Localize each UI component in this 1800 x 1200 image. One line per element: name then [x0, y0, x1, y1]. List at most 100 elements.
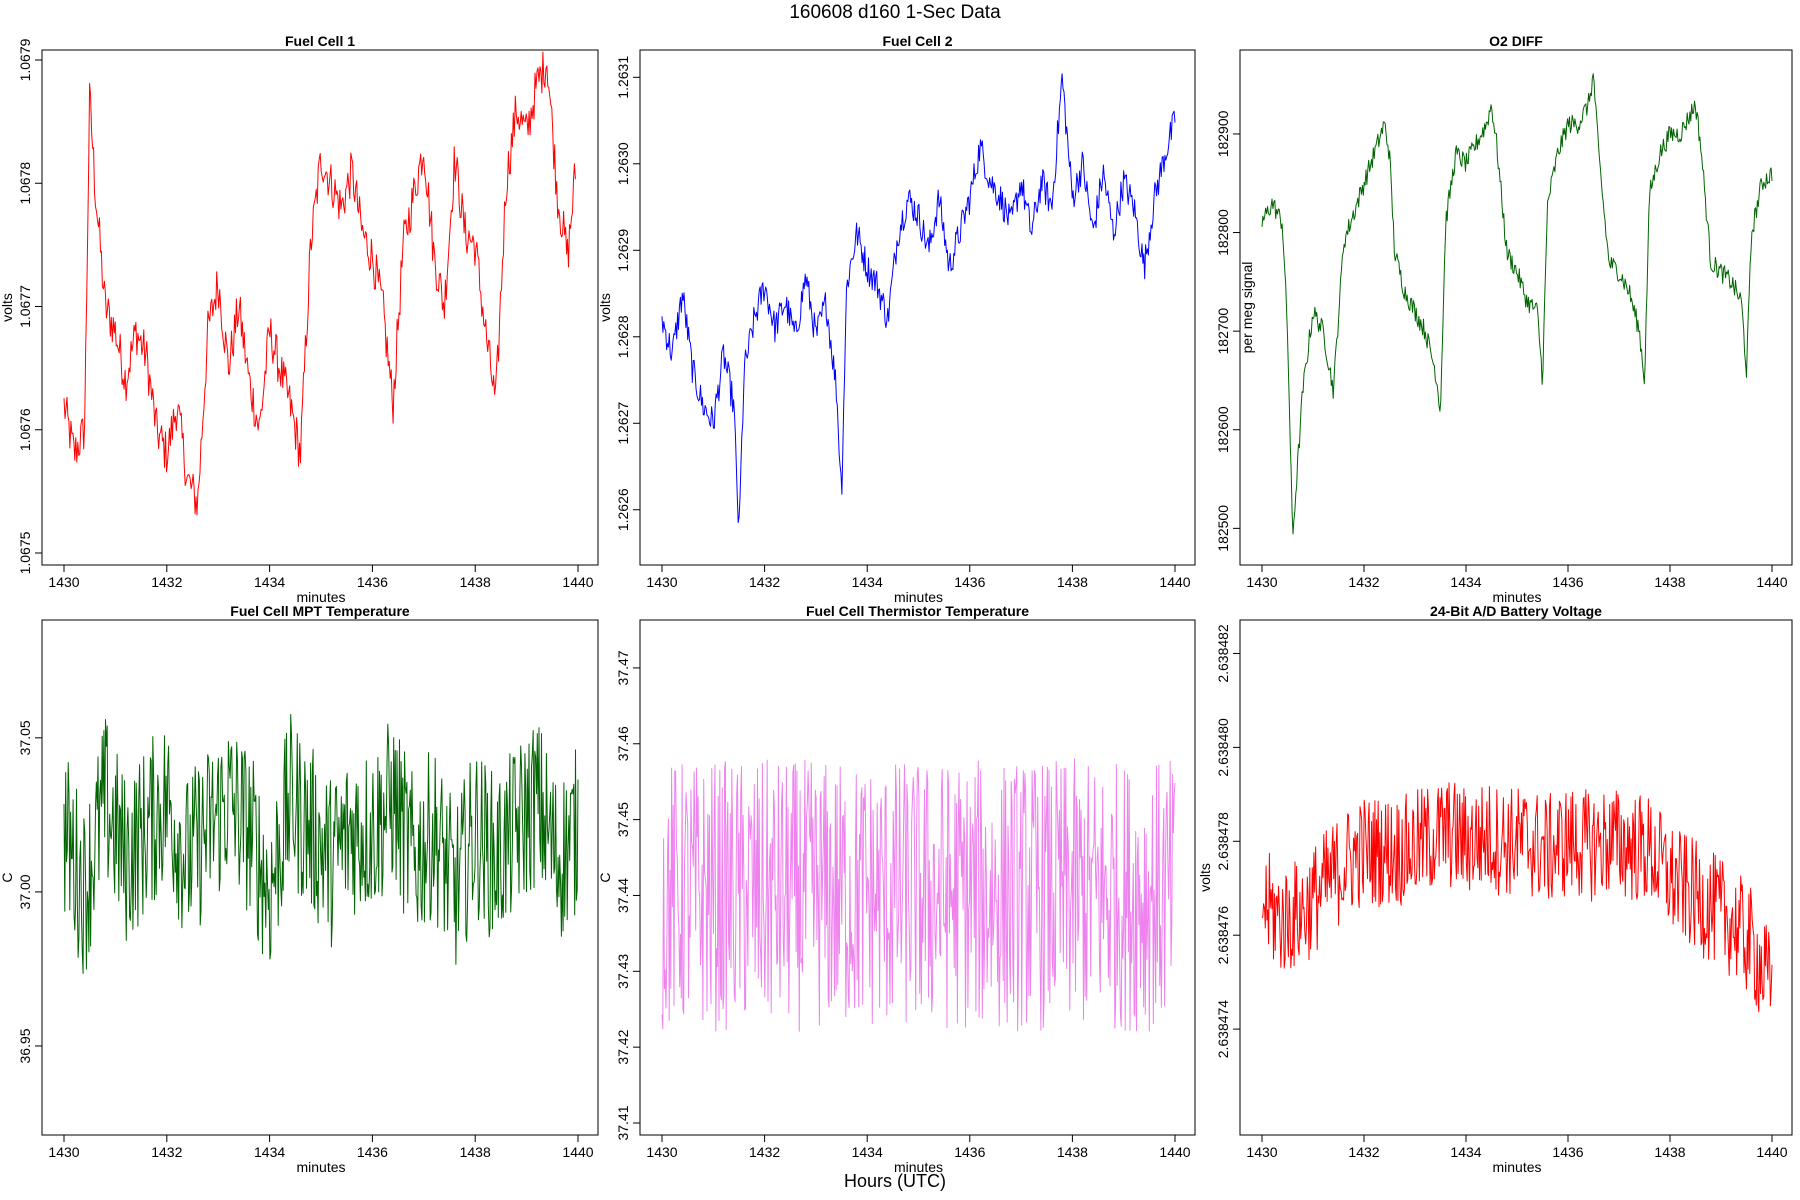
- x-tick-label: 1434: [852, 1144, 883, 1160]
- panel-title: Fuel Cell 1: [285, 33, 355, 49]
- panel-frame: [639, 49, 1196, 566]
- x-tick-label: 1430: [48, 1144, 79, 1160]
- y-tick-label: 1.2626: [615, 488, 631, 531]
- x-tick-label: 1434: [254, 1144, 285, 1160]
- x-tick-label: 1440: [1159, 1144, 1190, 1160]
- x-tick-label: 1440: [562, 574, 593, 590]
- y-tick-label: 182900: [1215, 110, 1231, 157]
- series-line: [63, 51, 576, 516]
- x-tick-label: 1430: [646, 574, 677, 590]
- y-tick-label: 182700: [1215, 308, 1231, 355]
- panel-5: Fuel Cell Thermistor Temperature 1430 1432…: [597, 603, 1196, 1175]
- panel-frame: [41, 49, 599, 566]
- x-tick-label: 1436: [1552, 574, 1583, 590]
- y-axis-label: C: [597, 872, 613, 882]
- x-tick-label: 1432: [1348, 1144, 1379, 1160]
- x-tick-label: 1434: [852, 574, 883, 590]
- y-tick-label: 2.638482: [1215, 624, 1231, 683]
- y-tick-label: 1.0676: [17, 408, 33, 451]
- x-tick-label: 1440: [1756, 574, 1787, 590]
- y-tick-label: 2.638474: [1215, 1000, 1231, 1059]
- y-tick-label: 2.638480: [1215, 718, 1231, 777]
- x-tick-label: 1436: [954, 574, 985, 590]
- x-axis-label: minutes: [1492, 589, 1541, 605]
- y-tick-label: 37.42: [615, 1029, 631, 1064]
- y-axis-label: volts: [597, 293, 613, 322]
- panel-6: 24-Bit A/D Battery Voltage 1430 1432 1434 14…: [1197, 603, 1793, 1175]
- x-tick-label: 1438: [1654, 1144, 1685, 1160]
- panel-title: Fuel Cell Thermistor Temperature: [806, 603, 1029, 619]
- panel-3: O2 DIFF 1430 1432 1434 1436 1438 1440 minutes 18…: [1215, 33, 1793, 605]
- x-tick-label: 1436: [1552, 1144, 1583, 1160]
- x-tick-label: 1440: [562, 1144, 593, 1160]
- x-axis-label: minutes: [894, 1159, 943, 1175]
- y-tick-label: 2.638476: [1215, 906, 1231, 965]
- x-axis-label: minutes: [1492, 1159, 1541, 1175]
- panel-4: Fuel Cell MPT Temperature 1430 1432 1434 143…: [0, 603, 599, 1175]
- y-tick-label: 37.43: [615, 954, 631, 989]
- x-tick-label: 1432: [749, 1144, 780, 1160]
- figure-outer-xlabel: Hours (UTC): [844, 1171, 946, 1191]
- y-tick-label: 1.2628: [615, 315, 631, 358]
- x-axis-label: minutes: [296, 589, 345, 605]
- x-tick-label: 1432: [749, 574, 780, 590]
- x-tick-label: 1438: [1057, 1144, 1088, 1160]
- x-tick-label: 1430: [646, 1144, 677, 1160]
- y-axis-label: C: [0, 872, 15, 882]
- y-tick-label: 1.0678: [17, 162, 33, 205]
- y-tick-label: 37.00: [17, 874, 33, 909]
- panel-title: Fuel Cell MPT Temperature: [230, 603, 410, 619]
- x-tick-label: 1438: [460, 574, 491, 590]
- y-tick-label: 182800: [1215, 209, 1231, 256]
- series-line: [661, 73, 1176, 523]
- panel-frame: [639, 619, 1196, 1136]
- y-tick-label: 182600: [1215, 406, 1231, 453]
- x-tick-label: 1432: [151, 1144, 182, 1160]
- y-axis-label: per meg signal: [1239, 262, 1255, 354]
- y-tick-label: 1.0679: [17, 38, 33, 81]
- y-tick-label: 1.0675: [17, 531, 33, 574]
- series-line: [1261, 73, 1773, 535]
- x-tick-label: 1436: [357, 574, 388, 590]
- x-tick-label: 1438: [460, 1144, 491, 1160]
- y-tick-label: 1.2630: [615, 142, 631, 185]
- x-tick-label: 1430: [1246, 574, 1277, 590]
- y-axis-label: volts: [0, 293, 15, 322]
- y-axis-label: volts: [1197, 863, 1213, 892]
- y-tick-label: 37.05: [17, 720, 33, 755]
- panel-title: Fuel Cell 2: [882, 33, 952, 49]
- x-tick-label: 1440: [1756, 1144, 1787, 1160]
- x-axis-label: minutes: [296, 1159, 345, 1175]
- y-tick-label: 37.44: [615, 878, 631, 913]
- y-tick-label: 36.95: [17, 1028, 33, 1063]
- x-axis-label: minutes: [894, 589, 943, 605]
- y-tick-label: 37.46: [615, 726, 631, 761]
- x-tick-label: 1430: [48, 574, 79, 590]
- x-tick-label: 1434: [1450, 574, 1481, 590]
- y-tick-label: 182500: [1215, 505, 1231, 552]
- x-tick-label: 1432: [1348, 574, 1379, 590]
- x-tick-label: 1432: [151, 574, 182, 590]
- y-tick-label: 2.638478: [1215, 812, 1231, 871]
- series-line: [1261, 782, 1773, 1013]
- y-tick-label: 37.41: [615, 1105, 631, 1140]
- y-tick-label: 1.0677: [17, 285, 33, 328]
- panel-2: Fuel Cell 2 1430 1432 1434 1436 1438 1440 minut…: [597, 33, 1196, 605]
- y-tick-label: 37.45: [615, 802, 631, 837]
- panel-title: 24-Bit A/D Battery Voltage: [1430, 603, 1602, 619]
- x-tick-label: 1440: [1159, 574, 1190, 590]
- panels-container: Fuel Cell 1 1430 1432 1434 1436 1438 1440 minut…: [0, 33, 1793, 1175]
- x-tick-label: 1438: [1057, 574, 1088, 590]
- figure-title: 160608 d160 1-Sec Data: [789, 2, 1001, 23]
- y-tick-label: 1.2629: [615, 229, 631, 272]
- panel-frame: [1239, 49, 1793, 566]
- y-tick-label: 37.47: [615, 650, 631, 685]
- panel-title: O2 DIFF: [1489, 33, 1543, 49]
- panel-frame: [1239, 619, 1793, 1136]
- x-tick-label: 1438: [1654, 574, 1685, 590]
- x-tick-label: 1436: [954, 1144, 985, 1160]
- x-tick-label: 1434: [1450, 1144, 1481, 1160]
- x-tick-label: 1434: [254, 574, 285, 590]
- panel-1: Fuel Cell 1 1430 1432 1434 1436 1438 1440 minut…: [0, 33, 599, 605]
- series-line: [661, 758, 1176, 1032]
